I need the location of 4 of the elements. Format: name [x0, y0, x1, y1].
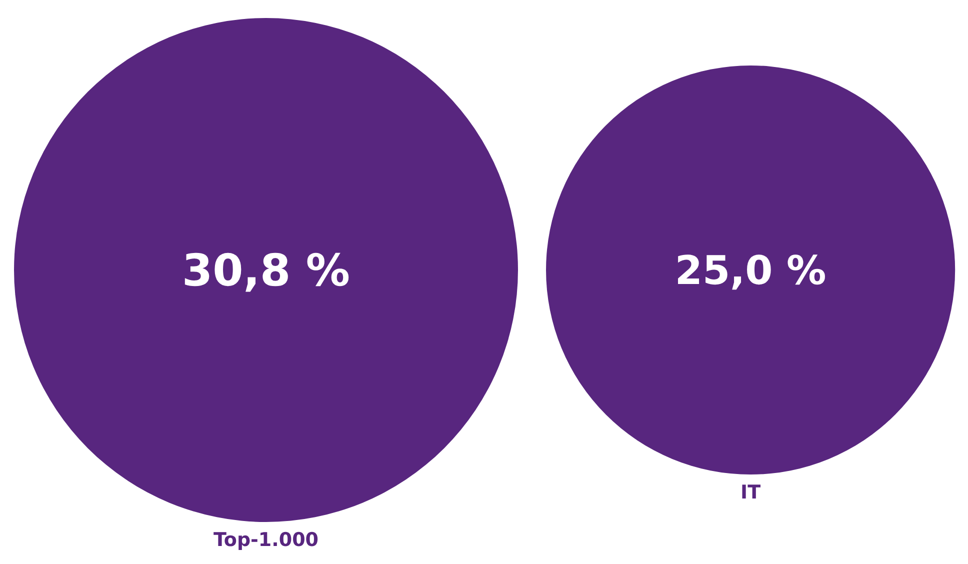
data-label: 25,0 % — [674, 248, 826, 294]
category-label: IT — [740, 482, 761, 504]
category-label: Top-1.000 — [213, 529, 319, 551]
data-label: 30,8 % — [182, 245, 350, 296]
